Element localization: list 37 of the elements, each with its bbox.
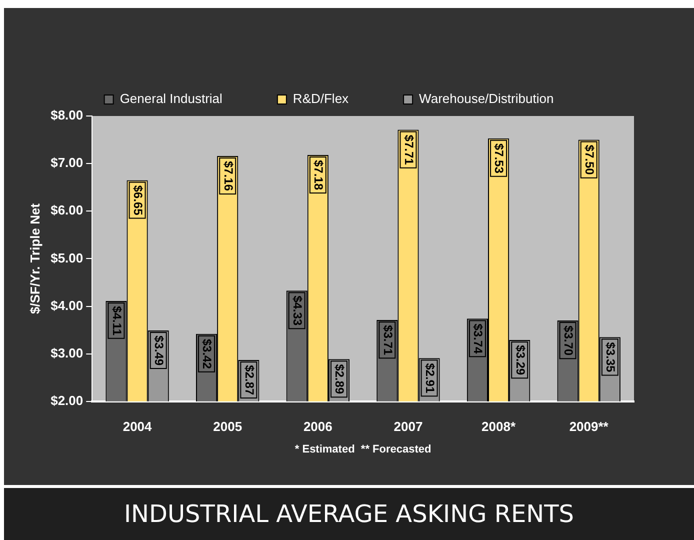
- x-tick-label: 2008*: [482, 418, 516, 434]
- data-label: $6.65: [130, 185, 145, 216]
- y-tick-label: $5.00: [50, 250, 84, 266]
- y-tick-label: $2.00: [50, 392, 84, 408]
- data-label: $3.71: [380, 325, 395, 356]
- data-label: $3.42: [200, 338, 214, 370]
- data-label: $7.16: [221, 160, 236, 192]
- y-axis-title: $/SF/Yr. Triple Net: [27, 202, 42, 314]
- data-label: $7.71: [402, 134, 416, 166]
- data-label: $3.74: [471, 324, 486, 354]
- x-tick-label: 2004: [122, 418, 153, 434]
- data-label: $3.70: [561, 326, 576, 356]
- x-tick-label: 2009**: [569, 418, 610, 434]
- legend-label: Warehouse/Distribution: [419, 91, 554, 106]
- legend-label: R&D/Flex: [292, 91, 350, 106]
- data-label: $7.53: [492, 143, 506, 174]
- y-tick-label: $7.00: [50, 155, 84, 170]
- text: * Estimated ** Forecasted: [294, 443, 432, 456]
- data-label: $4.33: [290, 296, 305, 326]
- data-label: $2.89: [332, 364, 347, 394]
- data-label: $2.87: [242, 365, 256, 396]
- data-label: $3.35: [604, 342, 618, 373]
- legend-label: General Industrial: [120, 91, 223, 106]
- y-tick-label: $3.00: [50, 345, 84, 360]
- data-label: $4.11: [110, 306, 124, 336]
- x-tick-label: 2005: [213, 418, 242, 434]
- data-label: $7.18: [312, 160, 326, 190]
- text: INDUSTRIAL AVERAGE ASKING RENTS: [4, 488, 694, 540]
- x-tick-label: 2006: [303, 418, 332, 434]
- data-label: $3.29: [513, 345, 528, 376]
- y-tick-label: $4.00: [50, 298, 84, 313]
- data-label: $7.50: [582, 144, 597, 176]
- y-tick-label: $6.00: [50, 202, 84, 218]
- y-tick-label: $8.00: [50, 108, 84, 123]
- data-label: $3.49: [152, 336, 166, 366]
- x-tick-label: 2007: [394, 418, 423, 434]
- data-label: $2.91: [422, 363, 437, 394]
